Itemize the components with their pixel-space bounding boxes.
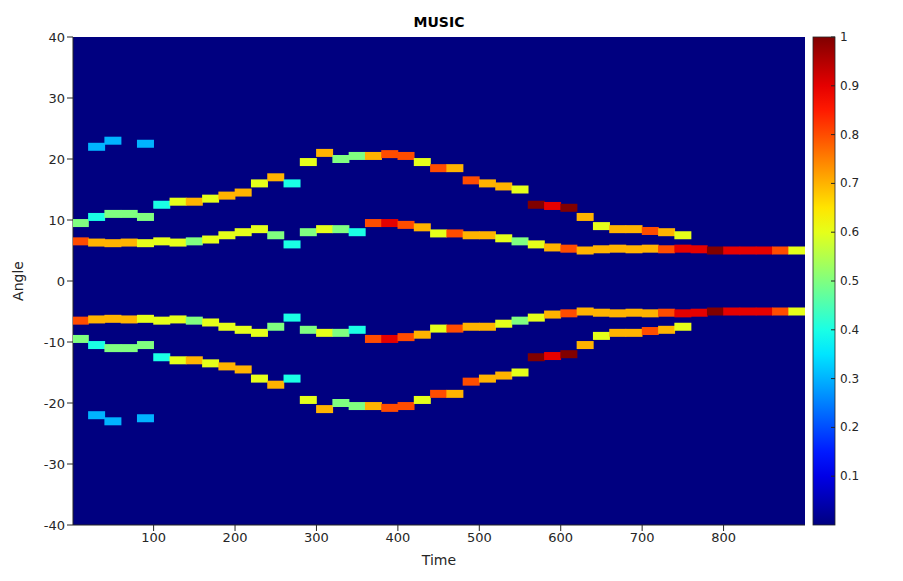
svg-text:0.7: 0.7 (840, 176, 859, 190)
svg-text:0: 0 (57, 274, 65, 289)
svg-text:-10: -10 (44, 335, 65, 350)
svg-text:-30: -30 (44, 457, 65, 472)
svg-text:300: 300 (304, 530, 329, 545)
svg-text:20: 20 (48, 152, 65, 167)
svg-text:-40: -40 (44, 518, 65, 533)
svg-text:-20: -20 (44, 396, 65, 411)
svg-text:0.8: 0.8 (840, 128, 859, 142)
svg-text:0.3: 0.3 (840, 372, 859, 386)
html-text:MUSIC: MUSIC (413, 14, 465, 30)
svg-text:30: 30 (48, 91, 65, 106)
svg-text:400: 400 (385, 530, 410, 545)
svg-text:0.4: 0.4 (840, 323, 859, 337)
svg-text:0.1: 0.1 (840, 469, 859, 483)
svg-text:200: 200 (223, 530, 248, 545)
svg-text:Angle: Angle (10, 261, 26, 301)
svg-text:10: 10 (48, 213, 65, 228)
svg-text:40: 40 (48, 30, 65, 45)
svg-text:Time: Time (421, 552, 456, 568)
svg-text:100: 100 (141, 530, 166, 545)
svg-text:0.2: 0.2 (840, 420, 859, 434)
svg-text:600: 600 (548, 530, 573, 545)
svg-text:1: 1 (840, 30, 848, 44)
svg-text:0.6: 0.6 (840, 225, 859, 239)
svg-text:0.9: 0.9 (840, 79, 859, 93)
svg-text:0.5: 0.5 (840, 274, 859, 288)
svg-text:500: 500 (467, 530, 492, 545)
svg-text:700: 700 (630, 530, 655, 545)
svg-text:800: 800 (711, 530, 736, 545)
